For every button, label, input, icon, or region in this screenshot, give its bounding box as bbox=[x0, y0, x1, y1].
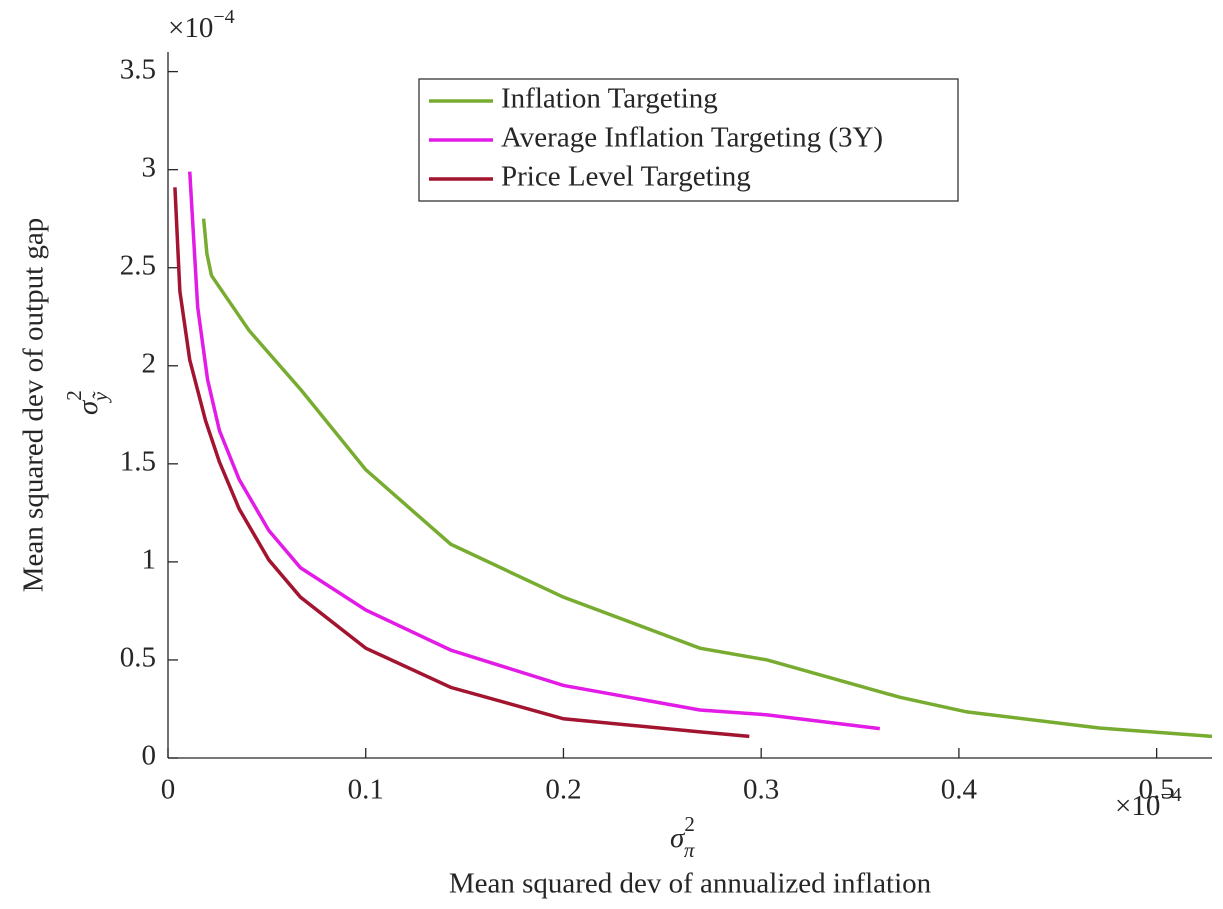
legend-label: Price Level Targeting bbox=[501, 161, 751, 193]
y-multiplier-exp: −4 bbox=[213, 6, 234, 28]
y-tick-label: 1.5 bbox=[120, 445, 156, 477]
x-multiplier: ×10−4 bbox=[1115, 784, 1182, 822]
y-label-symbol: σ2ỹ bbox=[62, 390, 112, 415]
y-multiplier: ×10−4 bbox=[168, 6, 235, 44]
y-tick-label: 3 bbox=[142, 151, 157, 183]
series-line bbox=[201, 218, 1213, 739]
symbol-sup: 2 bbox=[62, 390, 86, 401]
x-multiplier-exp: −4 bbox=[1160, 784, 1181, 806]
x-tick-label: 0.2 bbox=[545, 774, 581, 806]
symbol-sub: ỹ bbox=[88, 391, 112, 403]
x-multiplier-base: ×10 bbox=[1115, 790, 1160, 822]
x-tick-label: 0.1 bbox=[348, 774, 384, 806]
x-tick-label: 0.3 bbox=[743, 774, 779, 806]
y-label: Mean squared dev of output gap bbox=[18, 218, 50, 592]
series-line bbox=[173, 187, 750, 739]
x-tick-label: 0 bbox=[161, 774, 176, 806]
x-tick-label: 0.4 bbox=[941, 774, 978, 806]
y-tick-label: 1 bbox=[142, 544, 157, 576]
y-tick-label: 0 bbox=[142, 740, 157, 772]
symbol-sup: 2 bbox=[684, 812, 695, 836]
symbol-sub: π bbox=[684, 838, 695, 862]
y-tick-label: 2.5 bbox=[120, 249, 156, 281]
legend-box bbox=[418, 78, 959, 202]
y-label-group: Mean squared dev of output gap bbox=[18, 218, 50, 592]
legend-label: Inflation Targeting bbox=[501, 83, 718, 115]
x-tick-label: 0.5 bbox=[1139, 774, 1175, 806]
symbol-base: σ bbox=[72, 399, 104, 415]
y-tick-label: 2 bbox=[142, 347, 157, 379]
y-multiplier-base: ×10 bbox=[168, 12, 213, 44]
y-tick-label: 3.5 bbox=[120, 53, 156, 85]
symbol-base: σ bbox=[670, 822, 686, 854]
legend-label: Average Inflation Targeting (3Y) bbox=[501, 122, 883, 154]
y-tick-label: 0.5 bbox=[120, 642, 156, 674]
series-line bbox=[188, 171, 881, 731]
y-label-symbol-group: σ2ỹ bbox=[62, 390, 112, 415]
x-label-symbol: σ2 π bbox=[670, 812, 695, 862]
x-label: Mean squared dev of annualized inflation bbox=[449, 868, 932, 900]
